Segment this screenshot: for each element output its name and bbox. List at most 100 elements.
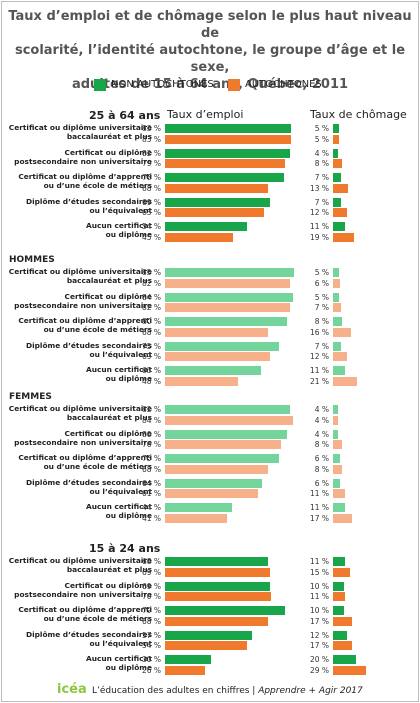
employment-bar-non-autochtones xyxy=(165,454,279,463)
unemployment-bar-non-autochtones xyxy=(333,124,339,133)
category-label-line: postsecondaire non universitaire xyxy=(14,156,152,166)
employment-bar-autochtones xyxy=(165,134,292,144)
employment-value-label: 69 % xyxy=(141,581,161,591)
employment-bar-autochtones xyxy=(165,278,290,288)
category-label: Certificat ou diplôme postsecondaire non … xyxy=(2,581,152,599)
unemployment-bar-non-autochtones xyxy=(333,581,345,591)
employment-bar-autochtones xyxy=(165,567,270,577)
category-label-line: postsecondaire non universitaire xyxy=(14,300,152,310)
unemployment-bar-non-autochtones xyxy=(333,341,341,351)
employment-value-label: 63 % xyxy=(141,366,161,375)
unemployment-value-label: 6 % xyxy=(314,454,329,463)
unemployment-bar-non-autochtones xyxy=(333,606,345,615)
group-title: 25 à 64 ans xyxy=(89,109,161,122)
employment-bar-non-autochtones xyxy=(165,478,263,488)
employment-bar-non-autochtones xyxy=(165,317,287,326)
unemployment-bar-non-autochtones xyxy=(333,366,346,375)
category-label-line: Diplôme d’études secondaires xyxy=(25,196,152,206)
unemployment-bar-non-autochtones xyxy=(333,317,343,326)
unemployment-bar-autochtones xyxy=(333,376,357,386)
unemployment-value-label: 17 % xyxy=(309,641,329,650)
category-label-line: Diplôme d’études secondaires xyxy=(25,340,152,350)
unemployment-bar-non-autochtones xyxy=(333,429,338,439)
employment-value-label: 41 % xyxy=(141,513,161,523)
employment-bar-non-autochtones xyxy=(165,557,269,566)
category-label: Certificat ou diplôme d’apprenti ou d’une… xyxy=(2,453,152,471)
unemployment-bar-autochtones xyxy=(333,440,343,449)
category-label-line: ou diplôme xyxy=(105,663,152,672)
employment-bar-autochtones xyxy=(165,440,281,449)
unemployment-value-label: 8 % xyxy=(314,440,329,449)
title-line: Taux d’emploi et de chômage selon le plu… xyxy=(8,9,412,41)
unemployment-value-label: 17 % xyxy=(309,513,329,523)
unemployment-value-label: 12 % xyxy=(309,630,329,640)
employment-bar-non-autochtones xyxy=(165,268,295,277)
category-label-line: Certificat ou diplôme xyxy=(64,147,152,157)
category-label-line: Aucun certificat xyxy=(86,654,152,663)
employment-value-label: 79 % xyxy=(141,159,161,168)
employment-bar-autochtones xyxy=(165,415,293,425)
category-label-line: Certificat ou diplôme d’apprenti xyxy=(18,453,152,462)
employment-value-label: 68 % xyxy=(141,557,161,566)
category-label-line: baccalauréat et plus xyxy=(66,565,152,574)
employment-bar-non-autochtones xyxy=(165,197,270,207)
header-employment: Taux d’emploi xyxy=(167,108,244,121)
unemployment-value-label: 11 % xyxy=(309,592,329,601)
category-label-line: Certificat ou diplôme universitaire xyxy=(8,556,152,565)
unemployment-value-label: 6 % xyxy=(314,278,329,288)
category-label-line: postsecondaire non universitaire xyxy=(14,437,152,447)
employment-bar-autochtones xyxy=(165,464,269,474)
category-label-line: ou diplôme xyxy=(105,511,152,520)
unemployment-bar-non-autochtones xyxy=(333,630,347,640)
employment-value-label: 80 % xyxy=(141,317,161,326)
unemployment-bar-autochtones xyxy=(333,327,352,337)
category-label-line: Certificat ou diplôme d’apprenti xyxy=(18,605,152,614)
unemployment-value-label: 11 % xyxy=(309,489,329,498)
unemployment-value-label: 20 % xyxy=(309,655,329,664)
unemployment-value-label: 21 % xyxy=(309,376,329,386)
employment-bar-autochtones xyxy=(165,232,234,242)
category-label: Certificat ou diplôme universitaire bacca… xyxy=(2,123,152,141)
unemployment-bar-autochtones xyxy=(333,232,355,242)
category-label-line: ou diplôme xyxy=(105,230,152,239)
employment-value-label: 78 % xyxy=(141,173,161,182)
unemployment-value-label: 12 % xyxy=(309,352,329,361)
employment-value-label: 69 % xyxy=(141,352,161,361)
unemployment-bar-autochtones xyxy=(333,464,343,474)
employment-value-label: 80 % xyxy=(141,429,161,439)
employment-value-label: 85 % xyxy=(141,268,161,277)
unemployment-value-label: 7 % xyxy=(314,341,329,351)
category-label-line: Certificat ou diplôme xyxy=(64,428,152,438)
unemployment-bar-non-autochtones xyxy=(333,405,338,414)
category-label-line: ou l’équivalent xyxy=(89,349,153,359)
employment-bar-autochtones xyxy=(165,208,264,217)
unemployment-value-label: 13 % xyxy=(309,183,329,193)
employment-bar-non-autochtones xyxy=(165,655,211,664)
employment-value-label: 84 % xyxy=(141,415,161,425)
unemployment-value-label: 6 % xyxy=(314,478,329,488)
unemployment-bar-non-autochtones xyxy=(333,148,338,158)
category-label: Diplôme d’études secondaires ou l’équival… xyxy=(2,630,152,648)
category-label-line: ou d’une école de métiers xyxy=(43,325,152,334)
employment-bar-non-autochtones xyxy=(165,405,290,414)
employment-bar-non-autochtones xyxy=(165,581,270,591)
unemployment-bar-autochtones xyxy=(333,415,338,425)
category-label-line: Diplôme d’études secondaires xyxy=(25,629,152,639)
employment-value-label: 79 % xyxy=(141,606,161,615)
unemployment-value-label: 7 % xyxy=(314,197,329,207)
employment-value-label: 68 % xyxy=(141,183,161,193)
employment-bar-autochtones xyxy=(165,641,248,650)
category-label: Diplôme d’études secondaires ou l’équival… xyxy=(2,197,152,215)
employment-bar-autochtones xyxy=(165,352,270,361)
unemployment-bar-non-autochtones xyxy=(333,557,346,566)
employment-value-label: 61 % xyxy=(141,489,161,498)
employment-value-label: 84 % xyxy=(141,292,161,302)
unemployment-bar-autochtones xyxy=(333,567,350,577)
unemployment-value-label: 10 % xyxy=(309,606,329,615)
unemployment-value-label: 5 % xyxy=(314,292,329,302)
employment-value-label: 68 % xyxy=(141,327,161,337)
icea-logo: icéa xyxy=(57,682,87,697)
unemployment-value-label: 11 % xyxy=(309,222,329,231)
title-line: adultes de 15 à 64 ans, Québec, 2011 xyxy=(71,77,349,92)
unemployment-bar-autochtones xyxy=(333,513,353,523)
